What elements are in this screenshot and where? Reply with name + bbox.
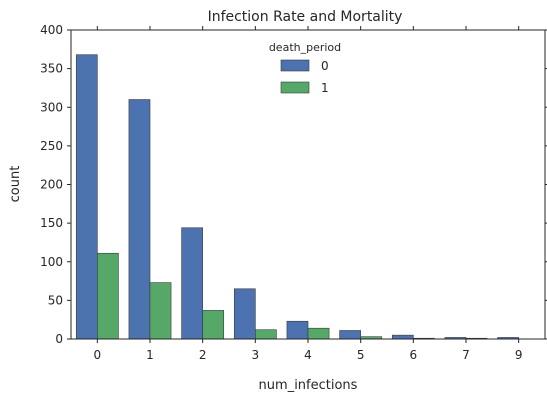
y-tick-label: 0: [55, 332, 63, 346]
bar-series1-0: [97, 252, 119, 340]
bars-group: [75, 54, 519, 340]
legend-swatch-0: [280, 59, 310, 72]
bar-series0-5: [339, 330, 361, 340]
bar-series0-0: [75, 54, 98, 340]
legend: death_period 0 1: [269, 41, 341, 95]
bar-series1-2: [202, 310, 225, 340]
x-axis-label: num_infections: [259, 378, 358, 393]
bar-series0-2: [181, 227, 203, 340]
y-tick-label: 50: [48, 293, 63, 307]
bar-series1-3: [255, 329, 277, 340]
x-tick-label: 3: [252, 348, 260, 362]
plot-frame: [70, 29, 546, 340]
bar-series0-1: [128, 99, 151, 340]
y-tick-label: 400: [40, 23, 63, 37]
x-axis: 0 1 2 3 4 5 6 7 9: [94, 26, 523, 362]
chart-title: Infection Rate and Mortality: [208, 9, 403, 25]
x-tick-label: 1: [146, 348, 154, 362]
y-tick-label: 250: [40, 139, 63, 153]
legend-label-0: 0: [321, 59, 329, 73]
y-tick-label: 350: [40, 62, 63, 76]
bar-series0-4: [286, 320, 309, 340]
y-tick-label: 300: [40, 100, 63, 114]
legend-title: death_period: [269, 41, 341, 54]
bar-series1-1: [149, 282, 172, 340]
bar-series0-3: [233, 288, 256, 340]
bar-series0-6: [391, 334, 414, 340]
x-tick-label: 7: [462, 348, 470, 362]
y-axis-label: count: [8, 166, 23, 203]
x-tick-label: 6: [410, 348, 418, 362]
y-tick-label: 200: [40, 178, 63, 192]
y-axis: 0 50 100 150 200 250 300 350 400: [40, 23, 547, 346]
y-tick-label: 150: [40, 216, 63, 230]
x-tick-label: 4: [304, 348, 312, 362]
x-tick-label: 0: [94, 348, 102, 362]
x-tick-label: 9: [515, 348, 523, 362]
x-tick-label: 2: [199, 348, 207, 362]
y-tick-label: 100: [40, 255, 63, 269]
legend-swatch-1: [280, 81, 310, 94]
bar-series1-4: [307, 327, 330, 340]
legend-label-1: 1: [321, 81, 329, 95]
x-tick-label: 5: [357, 348, 365, 362]
